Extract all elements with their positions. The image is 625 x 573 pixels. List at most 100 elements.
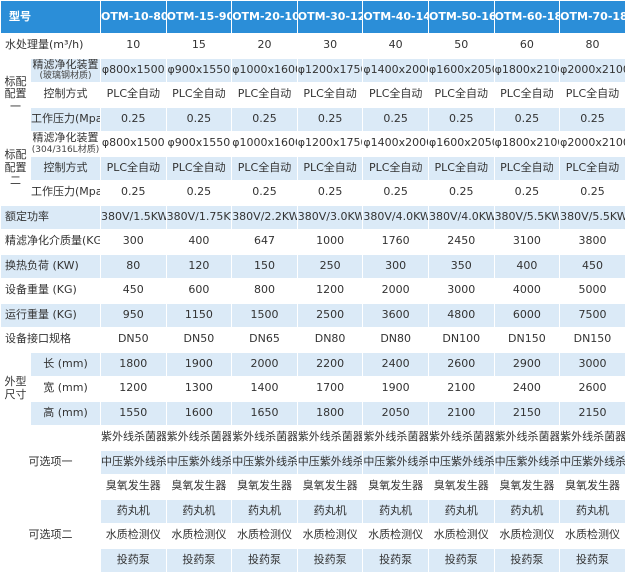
model-header: OTM-20-1000	[232, 1, 298, 34]
label-text: 额定功率	[5, 210, 49, 223]
value-cell: DN150	[494, 328, 560, 353]
value-cell: 3800	[560, 230, 625, 255]
value-cell: φ1000x1600	[232, 132, 298, 157]
value-cell: 0.25	[232, 181, 298, 206]
group-label: 可选项二	[1, 499, 101, 573]
value-cell: 投药泵	[494, 548, 560, 573]
value-cell: 0.25	[166, 107, 232, 132]
row-label: 控制方式	[31, 156, 101, 181]
value-cell: 380V/4.0KW	[428, 205, 494, 230]
value-cell: 0.25	[232, 107, 298, 132]
value-cell: φ800x1500	[101, 132, 167, 157]
value-cell: 紫外线杀菌器	[297, 426, 363, 451]
row-label: 长 (mm)	[31, 352, 101, 377]
value-cell: 1400	[232, 377, 298, 402]
value-cell: 2150	[494, 401, 560, 426]
value-cell: 380V/4.0KW	[363, 205, 429, 230]
value-cell: 臭氧发生器	[297, 475, 363, 500]
value-cell: 1200	[101, 377, 167, 402]
value-cell: 中压紫外线杀菌器	[101, 450, 167, 475]
value-cell: 2500	[297, 303, 363, 328]
value-cell: 2450	[428, 230, 494, 255]
value-cell: PLC全自动	[232, 83, 298, 108]
value-cell: 3600	[363, 303, 429, 328]
value-cell: 7500	[560, 303, 625, 328]
value-cell: PLC全自动	[297, 156, 363, 181]
value-cell: φ800x1500	[101, 58, 167, 83]
value-cell: DN50	[101, 328, 167, 353]
row-label: 精滤净化介质量(KG)	[1, 230, 101, 255]
group-label: 标配配置一	[1, 58, 31, 132]
value-cell: DN65	[232, 328, 298, 353]
label-text: 设备重量 (KG)	[5, 283, 77, 296]
row-label: 额定功率	[1, 205, 101, 230]
value-cell: 0.25	[428, 181, 494, 206]
value-cell: 10	[101, 34, 167, 59]
model-header: OTM-60-1800	[494, 1, 560, 34]
model-header: OTM-15-900	[166, 1, 232, 34]
value-cell: 紫外线杀菌器	[166, 426, 232, 451]
header-row: 型号OTM-10-800OTM-15-900OTM-20-1000OTM-30-…	[1, 1, 625, 34]
value-cell: 0.25	[560, 107, 625, 132]
label-text: 精滤净化介质量(KG)	[5, 234, 101, 247]
value-cell: 0.25	[297, 181, 363, 206]
value-cell: 投药泵	[363, 548, 429, 573]
value-cell: 水质检测仪	[494, 524, 560, 549]
value-cell: 2200	[297, 352, 363, 377]
value-cell: 1800	[101, 352, 167, 377]
value-cell: 中压紫外线杀菌器	[560, 450, 625, 475]
row-label: 工作压力(Mpa)	[31, 107, 101, 132]
value-cell: 1760	[363, 230, 429, 255]
value-cell: 中压紫外线杀菌器	[166, 450, 232, 475]
value-cell: 30	[297, 34, 363, 59]
value-cell: 水质检测仪	[560, 524, 625, 549]
value-cell: DN80	[363, 328, 429, 353]
value-cell: 中压紫外线杀菌器	[363, 450, 429, 475]
value-cell: PLC全自动	[560, 83, 625, 108]
value-cell: 80	[101, 254, 167, 279]
value-cell: 臭氧发生器	[166, 475, 232, 500]
label-text: 水处理量(m³/h)	[5, 38, 83, 51]
value-cell: 380V/1.5KW	[101, 205, 167, 230]
value-cell: 1200	[297, 279, 363, 304]
value-cell: 药丸机	[428, 499, 494, 524]
value-cell: PLC全自动	[166, 156, 232, 181]
value-cell: 0.25	[428, 107, 494, 132]
value-cell: φ1800x2100	[494, 132, 560, 157]
value-cell: PLC全自动	[494, 156, 560, 181]
value-cell: 300	[101, 230, 167, 255]
row-label: 运行重量 (KG)	[1, 303, 101, 328]
value-cell: 0.25	[494, 181, 560, 206]
header-label: 型号	[1, 1, 101, 34]
value-cell: DN150	[560, 328, 625, 353]
value-cell: 600	[166, 279, 232, 304]
value-cell: 2050	[363, 401, 429, 426]
value-cell: 药丸机	[166, 499, 232, 524]
value-cell: 臭氧发生器	[232, 475, 298, 500]
value-cell: PLC全自动	[166, 83, 232, 108]
value-cell: 2400	[363, 352, 429, 377]
model-header: OTM-50-1600	[428, 1, 494, 34]
value-cell: 400	[494, 254, 560, 279]
value-cell: 350	[428, 254, 494, 279]
value-cell: 40	[363, 34, 429, 59]
value-cell: 0.25	[560, 181, 625, 206]
value-cell: 3100	[494, 230, 560, 255]
value-cell: 15	[166, 34, 232, 59]
value-cell: DN50	[166, 328, 232, 353]
model-header: OTM-10-800	[101, 1, 167, 34]
value-cell: 0.25	[297, 107, 363, 132]
row-label: 设备重量 (KG)	[1, 279, 101, 304]
value-cell: PLC全自动	[297, 83, 363, 108]
value-cell: 2000	[232, 352, 298, 377]
model-header: OTM-70-1800	[560, 1, 625, 34]
